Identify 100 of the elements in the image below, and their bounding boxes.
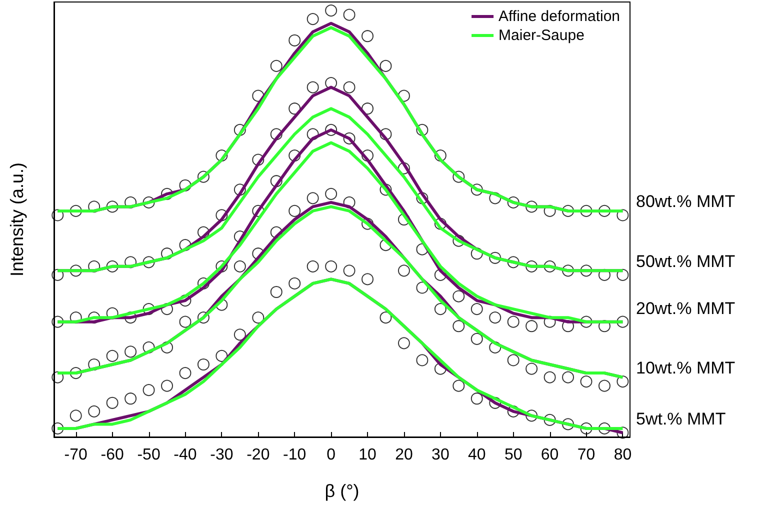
- point: [526, 410, 538, 422]
- point: [179, 367, 192, 380]
- x-tick-label: -20: [246, 446, 270, 464]
- point: [416, 354, 428, 366]
- point: [562, 264, 574, 277]
- point: [452, 290, 465, 302]
- point: [306, 260, 319, 272]
- point: [288, 277, 301, 290]
- point: [252, 154, 264, 166]
- point: [416, 192, 428, 204]
- point: [398, 264, 410, 277]
- point: [234, 328, 246, 341]
- point: [52, 316, 64, 328]
- point: [580, 376, 592, 388]
- point: [216, 150, 228, 162]
- x-tick-label: 70: [577, 446, 596, 464]
- point: [526, 260, 538, 272]
- series-label: 5wt.% MMT: [636, 410, 726, 429]
- x-tick-label: 0: [326, 446, 336, 464]
- point: [507, 256, 520, 268]
- point: [106, 350, 118, 362]
- point: [616, 376, 629, 388]
- point: [362, 150, 374, 162]
- point: [526, 362, 538, 375]
- x-tick-label: -60: [100, 446, 124, 464]
- point: [197, 277, 210, 290]
- point: [452, 170, 465, 183]
- point: [470, 392, 483, 405]
- point: [616, 209, 629, 222]
- series-label: 50wt.% MMT: [636, 252, 736, 271]
- point: [562, 371, 574, 384]
- point: [562, 418, 574, 430]
- point: [489, 192, 502, 204]
- point: [616, 268, 629, 281]
- point: [507, 354, 520, 366]
- point: [216, 260, 228, 272]
- point: [470, 184, 483, 196]
- point: [489, 341, 502, 354]
- point: [234, 260, 246, 272]
- point: [434, 150, 446, 162]
- point: [124, 346, 137, 358]
- point: [598, 422, 610, 434]
- point: [598, 320, 610, 332]
- point: [70, 410, 82, 422]
- x-tick-label: 80: [614, 446, 632, 464]
- point: [197, 170, 210, 183]
- point: [179, 239, 192, 252]
- point: [598, 204, 610, 217]
- point: [270, 286, 282, 298]
- point: [306, 192, 319, 204]
- point: [161, 248, 174, 260]
- point: [88, 358, 100, 370]
- x-tick-label: 30: [432, 446, 450, 464]
- point: [52, 371, 64, 384]
- point: [325, 124, 338, 136]
- x-tick-label: 50: [504, 446, 522, 464]
- x-tick-label: -70: [64, 446, 88, 464]
- point: [142, 341, 155, 354]
- point: [343, 132, 356, 144]
- point: [580, 422, 592, 434]
- point: [343, 196, 356, 208]
- point: [362, 273, 374, 286]
- point: [161, 341, 174, 354]
- x-tick-label: -40: [174, 446, 197, 464]
- series-label: 20wt.% MMT: [636, 298, 736, 318]
- point: [434, 218, 446, 230]
- point: [88, 260, 100, 272]
- point: [306, 13, 319, 26]
- point: [325, 188, 338, 200]
- point: [270, 60, 282, 72]
- point: [179, 316, 192, 328]
- point: [234, 124, 246, 136]
- point: [489, 252, 502, 264]
- point: [452, 380, 465, 392]
- y-axis-title: Intensity (a.u.): [7, 162, 27, 277]
- point: [325, 260, 338, 272]
- point: [325, 4, 338, 17]
- point: [343, 8, 356, 21]
- x-tick-label: -30: [210, 446, 234, 464]
- point: [526, 320, 538, 332]
- point: [526, 200, 538, 213]
- legend-label: Affine deformation: [498, 8, 620, 25]
- point: [416, 124, 428, 136]
- point: [142, 384, 155, 396]
- point: [124, 392, 137, 405]
- point: [470, 303, 483, 316]
- point: [106, 396, 118, 409]
- point: [179, 179, 192, 192]
- point: [616, 316, 629, 328]
- point: [544, 260, 556, 272]
- point: [197, 312, 210, 324]
- point: [507, 196, 520, 208]
- point: [252, 312, 264, 324]
- point: [106, 200, 118, 213]
- point: [343, 81, 356, 94]
- point: [562, 320, 574, 332]
- point: [197, 226, 210, 238]
- point: [88, 405, 100, 418]
- point: [70, 264, 82, 277]
- point: [70, 367, 82, 380]
